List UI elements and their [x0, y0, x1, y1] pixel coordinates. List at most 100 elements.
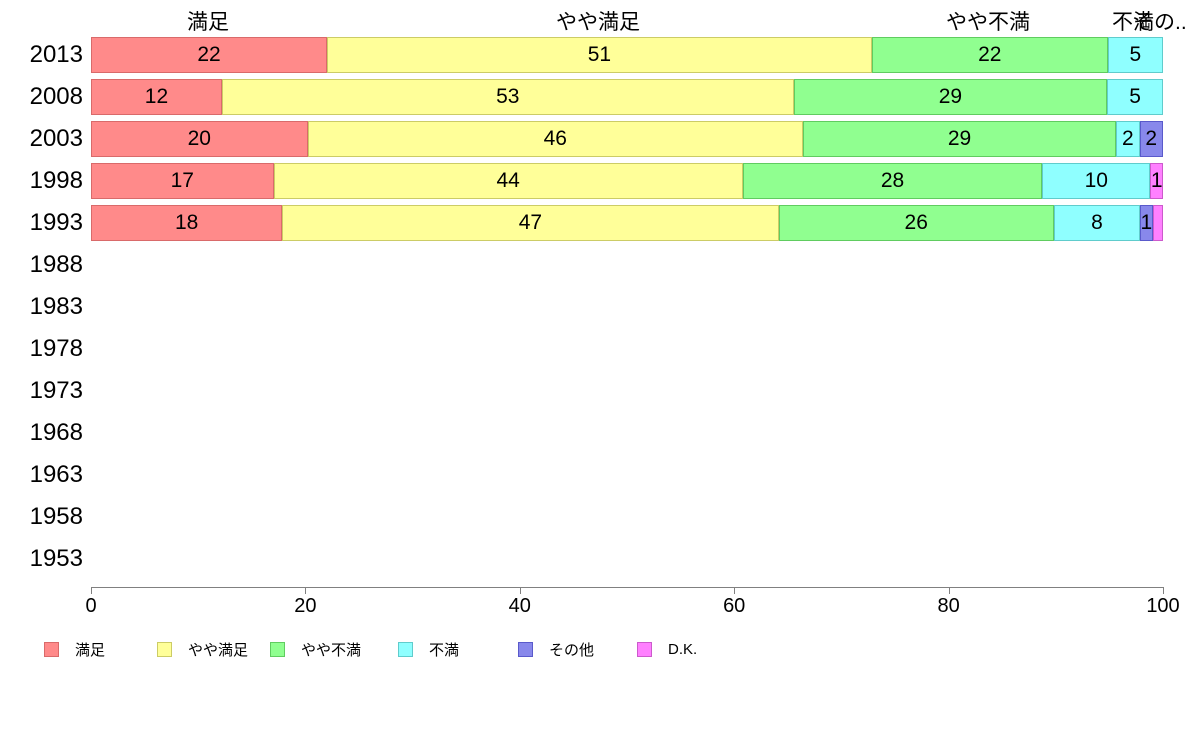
legend-label: 満足	[75, 641, 106, 659]
x-axis-tick	[948, 587, 950, 594]
year-label: 1953	[29, 545, 83, 572]
x-axis-tick-label: 20	[294, 595, 317, 617]
bar-segment-やや満足: 51	[327, 37, 872, 73]
bar-segment-満足: 22	[91, 37, 328, 73]
bar-value-label: 5	[1129, 43, 1142, 66]
year-label: 1968	[29, 419, 83, 446]
x-axis-tick	[519, 587, 521, 594]
bar-segment-不満: 10	[1042, 163, 1151, 199]
legend-swatch	[518, 641, 533, 657]
bar-value-label: 22	[978, 43, 1002, 66]
year-label: 1973	[29, 377, 83, 404]
legend-item: 不満	[398, 641, 460, 659]
bar-segment-やや満足: 47	[282, 205, 779, 241]
bar-segment-やや不満: 22	[871, 37, 1108, 73]
bar-segment-満足: 12	[91, 79, 222, 115]
year-label: 2013	[29, 41, 83, 68]
x-axis-tick-label: 40	[508, 595, 531, 617]
bar-value-label: 2	[1121, 127, 1134, 150]
bar-value-label: 8	[1091, 211, 1103, 234]
bar-value-label: 29	[947, 127, 972, 150]
bar-value-label: 53	[496, 85, 520, 108]
year-label: 1988	[29, 251, 83, 278]
legend-swatch	[270, 641, 285, 657]
column-header: 満足	[187, 11, 229, 34]
bar-value-label: 18	[174, 211, 199, 234]
bar-segment-満足: 17	[91, 163, 274, 199]
x-axis-tick-label: 80	[937, 595, 960, 617]
legend-swatch	[398, 641, 413, 657]
bar-segment-やや不満: 29	[803, 121, 1117, 157]
bar-value-label: 28	[880, 169, 905, 192]
x-axis-line	[91, 587, 1164, 588]
legend-item: その他	[518, 641, 595, 659]
x-axis-tick	[91, 587, 92, 594]
year-label: 2008	[29, 83, 83, 110]
legend-item: やや不満	[270, 641, 362, 659]
bar-value-label: 1	[1140, 211, 1153, 234]
legend-item: 満足	[44, 641, 106, 659]
bar-segment-やや満足: 44	[273, 163, 743, 199]
bar-row: 20 46 29 2 2	[91, 121, 1163, 157]
bar-segment-その他: 1	[1140, 205, 1153, 241]
year-label: 1983	[29, 293, 83, 320]
legend-swatch	[637, 641, 652, 657]
x-axis-tick	[1163, 587, 1164, 594]
legend-label: D.K.	[668, 640, 698, 658]
bar-value-label: 12	[144, 85, 169, 108]
bar-segment-D.K.: 1	[1150, 163, 1164, 199]
legend-item: D.K.	[637, 640, 698, 658]
legend-label: やや不満	[301, 641, 362, 659]
bar-segment-やや不満: 26	[778, 205, 1054, 241]
bar-segment-不満: 5	[1107, 79, 1163, 115]
column-header: その...	[1133, 11, 1188, 34]
bar-value-label: 51	[587, 43, 612, 66]
bar-value-label: 44	[496, 169, 520, 192]
x-axis-tick-label: 100	[1146, 595, 1180, 617]
x-axis-tick-label: 0	[85, 595, 97, 617]
bar-segment-不満: 2	[1116, 121, 1140, 157]
legend-label: やや満足	[188, 641, 249, 659]
legend-label: 不満	[429, 641, 460, 659]
column-header: やや満足	[556, 11, 640, 34]
bar-row: 18 47 26 8 1	[91, 205, 1163, 241]
bar-segment-満足: 20	[91, 121, 308, 157]
x-axis-tick-label: 60	[723, 595, 746, 617]
bar-segment-不満: 5	[1107, 37, 1163, 73]
bar-segment-やや満足: 46	[307, 121, 803, 157]
bar-value-label: 22	[197, 43, 221, 66]
bar-segment-やや満足: 53	[221, 79, 794, 115]
bar-segment-満足: 18	[91, 205, 283, 241]
bar-value-label: 10	[1084, 169, 1108, 192]
bar-segment-やや不満: 29	[793, 79, 1108, 115]
year-label: 2003	[29, 125, 83, 152]
bar-value-label: 2	[1145, 127, 1158, 150]
column-header: やや不満	[946, 11, 1030, 34]
legend-swatch	[157, 641, 172, 657]
bar-row: 22 51 22 5	[91, 37, 1163, 73]
bar-row: 17 44 28 10 1	[91, 163, 1164, 199]
year-label: 1993	[29, 209, 83, 236]
column-header: 不満	[1112, 11, 1154, 34]
bar-segment-その他: 2	[1139, 121, 1163, 157]
bar-value-label: 17	[170, 169, 194, 192]
bar-value-label: 1	[1150, 169, 1163, 192]
bar-value-label: 46	[543, 127, 567, 150]
bar-segment-やや不満: 28	[742, 163, 1043, 199]
year-label: 1958	[29, 503, 83, 530]
year-label: 1998	[29, 167, 83, 194]
bar-row: 12 53 29 5	[91, 79, 1163, 115]
bar-value-label: 29	[938, 85, 963, 108]
bar-value-label: 20	[187, 127, 211, 150]
bar-value-label: 47	[518, 211, 543, 234]
x-axis-tick	[734, 587, 736, 594]
legend-item: やや満足	[157, 641, 249, 659]
bar-value-label: 26	[904, 211, 928, 234]
x-axis-tick	[305, 587, 307, 594]
legend-label: その他	[549, 641, 595, 659]
bar-segment-不満: 8	[1053, 205, 1141, 241]
bar-segment-D.K.	[1152, 205, 1163, 241]
year-label: 1963	[29, 461, 83, 488]
year-label: 1978	[29, 335, 83, 362]
